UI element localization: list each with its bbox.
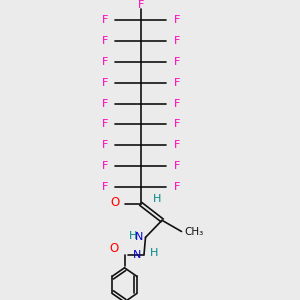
Text: F: F [102, 57, 108, 67]
Text: N: N [133, 250, 142, 260]
Text: O: O [111, 196, 120, 209]
Text: F: F [174, 78, 180, 88]
Text: F: F [174, 98, 180, 109]
Text: F: F [174, 161, 180, 171]
Text: F: F [102, 36, 108, 46]
Text: F: F [102, 140, 108, 150]
Text: O: O [110, 242, 119, 254]
Text: H: H [152, 194, 161, 204]
Text: F: F [174, 57, 180, 67]
Text: F: F [174, 15, 180, 25]
Text: F: F [102, 119, 108, 130]
Text: F: F [102, 78, 108, 88]
Text: F: F [102, 161, 108, 171]
Text: F: F [102, 15, 108, 25]
Text: F: F [174, 140, 180, 150]
Text: F: F [102, 182, 108, 192]
Text: N: N [135, 232, 143, 242]
Text: F: F [138, 0, 144, 10]
Text: H: H [149, 248, 158, 258]
Text: F: F [102, 98, 108, 109]
Text: F: F [174, 119, 180, 130]
Text: F: F [174, 36, 180, 46]
Text: H: H [129, 231, 137, 241]
Text: F: F [174, 182, 180, 192]
Text: CH₃: CH₃ [184, 227, 204, 237]
